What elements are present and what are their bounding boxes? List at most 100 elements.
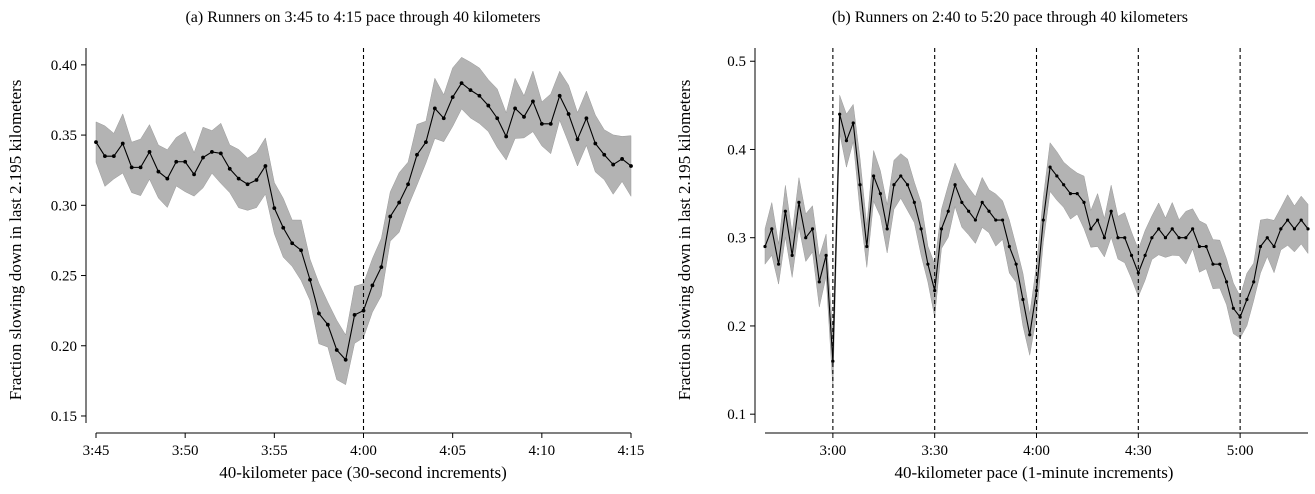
chart-a-data-point bbox=[620, 157, 624, 161]
chart-a-data-point bbox=[272, 206, 277, 211]
chart-a-data-point bbox=[103, 154, 107, 159]
chart-b-data-point bbox=[838, 112, 842, 116]
chart-a-data-point bbox=[156, 169, 161, 174]
chart-b-data-point bbox=[967, 209, 971, 213]
chart-a-data-point bbox=[584, 116, 589, 121]
chart-b-data-point bbox=[912, 200, 916, 205]
chart-b-data-point bbox=[1116, 236, 1120, 240]
chart-a-data-point bbox=[611, 162, 616, 167]
chart-b-data-point bbox=[1062, 183, 1066, 187]
chart-b-data-point bbox=[1000, 218, 1005, 222]
chart-a-data-point bbox=[548, 121, 553, 126]
chart-a-x-tick-label: 3:50 bbox=[172, 443, 199, 459]
chart-a-data-point bbox=[531, 99, 535, 104]
chart-b-data-point bbox=[1245, 297, 1249, 302]
chart-b-data-point bbox=[810, 227, 815, 231]
chart-b-data-point bbox=[892, 183, 896, 187]
chart-b-data-point bbox=[933, 289, 937, 293]
chart-b-data-point bbox=[1231, 306, 1235, 310]
chart-b-data-point bbox=[831, 359, 835, 363]
chart-b-data-point bbox=[1041, 218, 1045, 222]
chart-a-data-point bbox=[165, 176, 170, 181]
chart-b-data-point bbox=[817, 280, 821, 284]
chart-a-data-point bbox=[432, 106, 437, 111]
chart-b-data-point bbox=[1211, 262, 1215, 266]
chart-b-data-point bbox=[1102, 236, 1106, 240]
chart-b-y-tick-label: 0.2 bbox=[727, 319, 746, 335]
chart-a-data-point bbox=[593, 141, 598, 146]
chart-b-data-point bbox=[1136, 271, 1140, 275]
chart-a-points-layer bbox=[94, 81, 633, 362]
chart-a-data-point bbox=[441, 116, 446, 121]
chart-b-data-point bbox=[953, 183, 957, 187]
chart-b-data-point bbox=[1279, 227, 1283, 231]
chart-b-data-point bbox=[899, 174, 903, 178]
chart-a-data-point bbox=[388, 214, 393, 219]
chart-b-data-point bbox=[1055, 174, 1059, 178]
chart-a-data-point bbox=[299, 248, 303, 253]
chart-b-y-tick-label: 0.3 bbox=[727, 231, 746, 247]
chart-b-data-point bbox=[1143, 253, 1147, 257]
chart-a-x-tick-label: 3:55 bbox=[261, 443, 288, 459]
chart-b-data-point bbox=[878, 191, 882, 196]
chart-a-y-tick-label: 0.40 bbox=[51, 58, 77, 74]
chart-b-x-tick-label: 4:00 bbox=[1023, 443, 1050, 459]
chart-a-data-point bbox=[379, 265, 384, 269]
chart-b-data-point bbox=[1075, 191, 1079, 196]
chart-a-data-point bbox=[361, 308, 366, 313]
chart-b-data-point bbox=[851, 121, 855, 125]
chart-b-data-point bbox=[804, 236, 808, 240]
chart-b-data-point bbox=[905, 183, 910, 187]
chart-a-data-point bbox=[138, 165, 143, 170]
chart-a-data-point bbox=[174, 159, 179, 164]
chart-a-y-axis-label: Fraction slowing down in last 2.195 kilo… bbox=[6, 80, 25, 401]
chart-a-data-point bbox=[94, 140, 98, 145]
chart-a-data-point bbox=[602, 152, 607, 157]
chart-b-data-point bbox=[783, 209, 787, 213]
chart-b-x-axis-label: 40-kilometer pace (1-minute increments) bbox=[895, 463, 1174, 482]
chart-a-data-point bbox=[557, 93, 562, 98]
chart-a-data-point bbox=[415, 152, 419, 157]
chart-b-data-point bbox=[1150, 236, 1154, 240]
chart-b-data-point bbox=[1048, 165, 1052, 169]
chart-b-data-point bbox=[1170, 227, 1174, 231]
chart-b-data-point bbox=[844, 139, 849, 143]
chart-b-points-layer bbox=[763, 112, 1310, 363]
chart-b-data-point bbox=[1258, 244, 1263, 249]
chart-a-data-point bbox=[468, 88, 473, 93]
chart-a-data-point bbox=[218, 151, 223, 156]
chart-a-x-tick-label: 3:45 bbox=[83, 443, 110, 459]
chart-b-data-point bbox=[919, 227, 923, 231]
chart-b-data-point bbox=[1034, 289, 1039, 293]
chart-a-data-point bbox=[575, 137, 580, 142]
chart-a-confidence-band bbox=[95, 56, 632, 386]
chart-b-confidence-band bbox=[764, 95, 1309, 388]
chart-a-data-point bbox=[210, 150, 214, 154]
chart-b-data-point bbox=[1252, 280, 1256, 284]
chart-b-data-point bbox=[1272, 244, 1276, 249]
chart-a-y-tick-label: 0.25 bbox=[51, 269, 77, 285]
chart-b-data-point bbox=[939, 227, 944, 231]
chart-a-data-point bbox=[334, 348, 339, 352]
chart-b-data-point bbox=[1129, 253, 1134, 257]
chart-a-y-tick-label: 0.20 bbox=[51, 339, 77, 355]
chart-b-data-point bbox=[1007, 244, 1011, 249]
chart-a-data-point bbox=[183, 159, 188, 164]
chart-b-data-point bbox=[980, 200, 984, 205]
chart-b-y-tick-label: 0.4 bbox=[727, 142, 746, 158]
chart-b-x-tick-label: 5:00 bbox=[1227, 443, 1254, 459]
chart-a-data-point bbox=[566, 112, 571, 116]
chart-a-y-tick-label: 0.30 bbox=[51, 198, 77, 214]
chart-b-data-point bbox=[1028, 333, 1032, 337]
chart-a-data-point bbox=[245, 182, 250, 187]
chart-b-data-point bbox=[1218, 262, 1222, 266]
chart-a-data-point bbox=[539, 121, 544, 126]
chart-b-data-point bbox=[865, 244, 869, 249]
chart-b-confidence-band-layer bbox=[764, 95, 1309, 388]
chart-b-title: (b) Runners on 2:40 to 5:20 pace through… bbox=[832, 9, 1188, 26]
chart-a-data-point bbox=[486, 103, 491, 108]
chart-a-data-point bbox=[459, 81, 464, 86]
chart-b-data-point bbox=[1095, 218, 1100, 222]
chart-a-data-point bbox=[424, 140, 428, 145]
chart-b-x-tick-label: 3:00 bbox=[820, 443, 847, 459]
